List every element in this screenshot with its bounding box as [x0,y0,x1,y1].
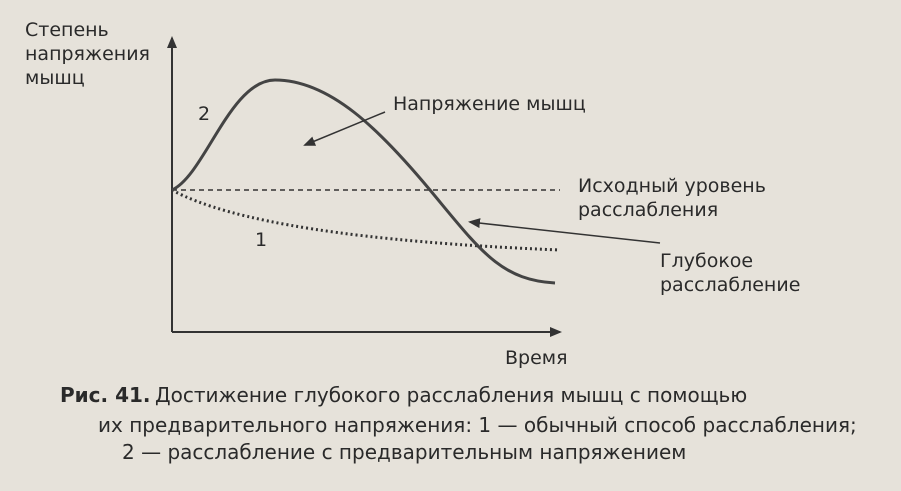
annotation: Глубокое [660,250,753,272]
annotation: расслабление [660,274,800,296]
annotation: Напряжение мышц [393,93,586,115]
caption-line: 2 — расслабление с предварительным напря… [122,440,686,464]
y-label: напряжения [25,43,150,65]
y-label: мышц [25,67,85,89]
deep-arrow [468,218,661,244]
caption-line: их предварительного напряжения: 1 — обыч… [98,413,857,437]
caption-line: Достижение глубокого расслабления мышц с… [155,383,747,407]
x-label: Время [505,347,568,369]
caption-number: Рис. 41. [60,383,151,407]
annotation: расслабления [578,199,718,221]
curve-label: 2 [198,103,210,125]
annotation: Исходный уровень [578,175,766,197]
tension-arrow [303,111,386,146]
curve-1 [171,188,561,252]
curve-2 [171,78,556,285]
y-label: Степень [25,19,109,41]
curve-label: 1 [255,229,267,251]
